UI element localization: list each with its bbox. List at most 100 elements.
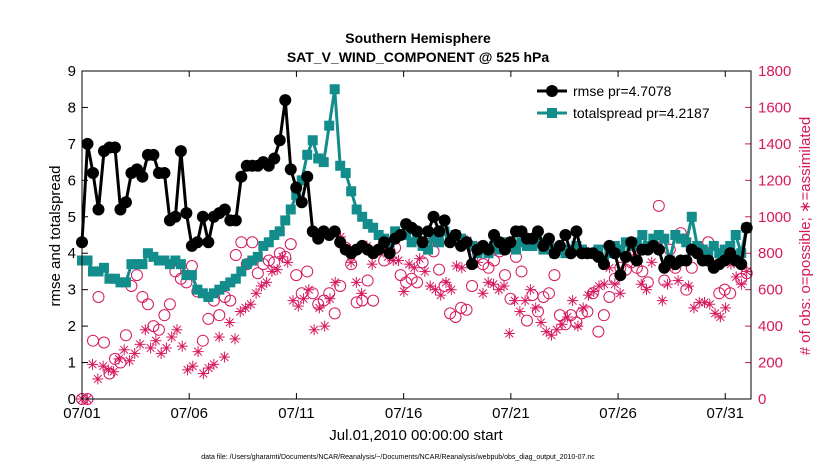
x-axis-ticks: 07/01 07/06 07/11 07/16 07/21 07/26 07/31 [63, 71, 744, 422]
left-y-tick-label: 4 [68, 245, 76, 262]
obs-possible-point [119, 329, 132, 342]
obs-assimilated-point [123, 355, 135, 367]
right-y-axis-label: # of obs: o=possible; ∗=assimilated [797, 117, 814, 356]
obs-assimilated-point [108, 366, 120, 378]
rmse-point [92, 203, 105, 216]
obs-assimilated-point [577, 302, 589, 314]
x-tick-label: 07/01 [63, 405, 101, 422]
totalspread-point [181, 270, 192, 281]
obs-assimilated-point [218, 351, 230, 363]
totalspread-point [137, 259, 148, 270]
rmse-point [422, 225, 435, 238]
obs-assimilated-point [704, 298, 716, 310]
obs-possible-point [136, 290, 149, 303]
totalspread-point [291, 189, 302, 200]
totalspread-point [104, 273, 115, 284]
obs-possible-point [416, 256, 429, 269]
obs-assimilated-point [92, 373, 104, 385]
obs-possible-point [86, 334, 99, 347]
obs-assimilated-point [87, 358, 99, 370]
totalspread-point [126, 259, 137, 270]
x-tick-label: 07/26 [599, 405, 637, 422]
rmse-point [284, 163, 297, 176]
totalspread-point [131, 259, 142, 270]
totalspread-point [373, 230, 384, 240]
totalspread-point [681, 237, 692, 248]
right-y-axis-ticks: 0 200 400 600 800 1000 1200 1400 1600 1800 [745, 63, 791, 408]
obs-assimilated-point [118, 344, 130, 356]
obs-possible-point [301, 265, 314, 278]
totalspread-point [203, 291, 214, 302]
obs-assimilated-point [435, 289, 447, 301]
obs-assimilated-point [714, 311, 726, 323]
totalspread-point [357, 211, 368, 222]
totalspread-point [351, 204, 362, 215]
totalspread-point [142, 248, 153, 259]
obs-assimilated-point [403, 258, 415, 270]
totalspread-point [340, 168, 351, 179]
obs-assimilated-point [593, 280, 605, 292]
rmse-point [235, 170, 248, 183]
totalspread-point [532, 237, 543, 248]
rmse-point [438, 214, 451, 227]
totalspread-point [697, 244, 708, 255]
rmse-point [383, 247, 396, 260]
obs-assimilated-point [530, 302, 542, 314]
right-y-tick-label: 0 [758, 391, 766, 408]
rmse-point [229, 214, 242, 227]
totalspread-point [510, 244, 521, 255]
obs-possible-point [196, 334, 209, 347]
rmse-point [191, 236, 204, 249]
legend: rmse pr=4.7078 totalspread pr=4.2187 [530, 77, 745, 125]
totalspread-point [263, 237, 274, 248]
obs-assimilated-point [229, 333, 241, 345]
right-y-tick-label: 600 [758, 282, 783, 299]
left-y-tick-label: 6 [68, 172, 76, 189]
totalspread-point [87, 266, 98, 277]
obs-possible-point [515, 265, 528, 278]
right-y-tick-label: 400 [758, 318, 783, 335]
obs-possible-point [323, 287, 336, 300]
totalspread-point [208, 288, 219, 299]
totalspread-point [412, 233, 423, 244]
obs-possible-point [251, 267, 264, 280]
obs-possible-point [641, 276, 654, 289]
rmse-point [740, 221, 753, 234]
totalspread-point [362, 219, 373, 230]
totalspread-point [241, 259, 252, 270]
rmse-point [174, 145, 187, 158]
obs-possible-point [229, 249, 242, 262]
totalspread-point [252, 251, 263, 262]
obs-assimilated-point [298, 293, 310, 305]
totalspread-point [285, 204, 296, 215]
obs-assimilated-point [176, 340, 188, 352]
rmse-point [652, 243, 665, 256]
obs-assimilated-point [730, 271, 742, 283]
totalspread-point [489, 240, 500, 251]
totalspread-point [269, 230, 280, 240]
obs-assimilated-point [646, 256, 658, 268]
totalspread-point [93, 266, 104, 277]
rmse-point [625, 236, 638, 249]
obs-assimilated-point [561, 311, 573, 323]
obs-assimilated-series [76, 231, 753, 405]
rmse-point [466, 258, 479, 271]
rmse-point [619, 250, 632, 263]
totalspread-point [725, 240, 736, 251]
chart-title: Southern Hemisphere [345, 30, 491, 46]
totalspread-point [258, 240, 269, 251]
rmse-point [482, 243, 495, 256]
totalspread-point [428, 233, 439, 244]
left-y-axis-ticks: 0 1 2 3 4 5 6 7 8 9 [68, 63, 88, 408]
obs-assimilated-point [656, 295, 668, 307]
obs-assimilated-point [282, 256, 294, 268]
obs-possible-point [367, 294, 380, 307]
legend-spread-label: totalspread pr=4.2187 [573, 105, 710, 121]
obs-possible-point [597, 309, 610, 322]
obs-assimilated-point [477, 287, 489, 299]
obs-possible-point [592, 325, 605, 338]
right-y-tick-label: 800 [758, 245, 783, 262]
x-tick-label: 07/11 [278, 405, 314, 422]
totalspread-point [318, 157, 329, 168]
